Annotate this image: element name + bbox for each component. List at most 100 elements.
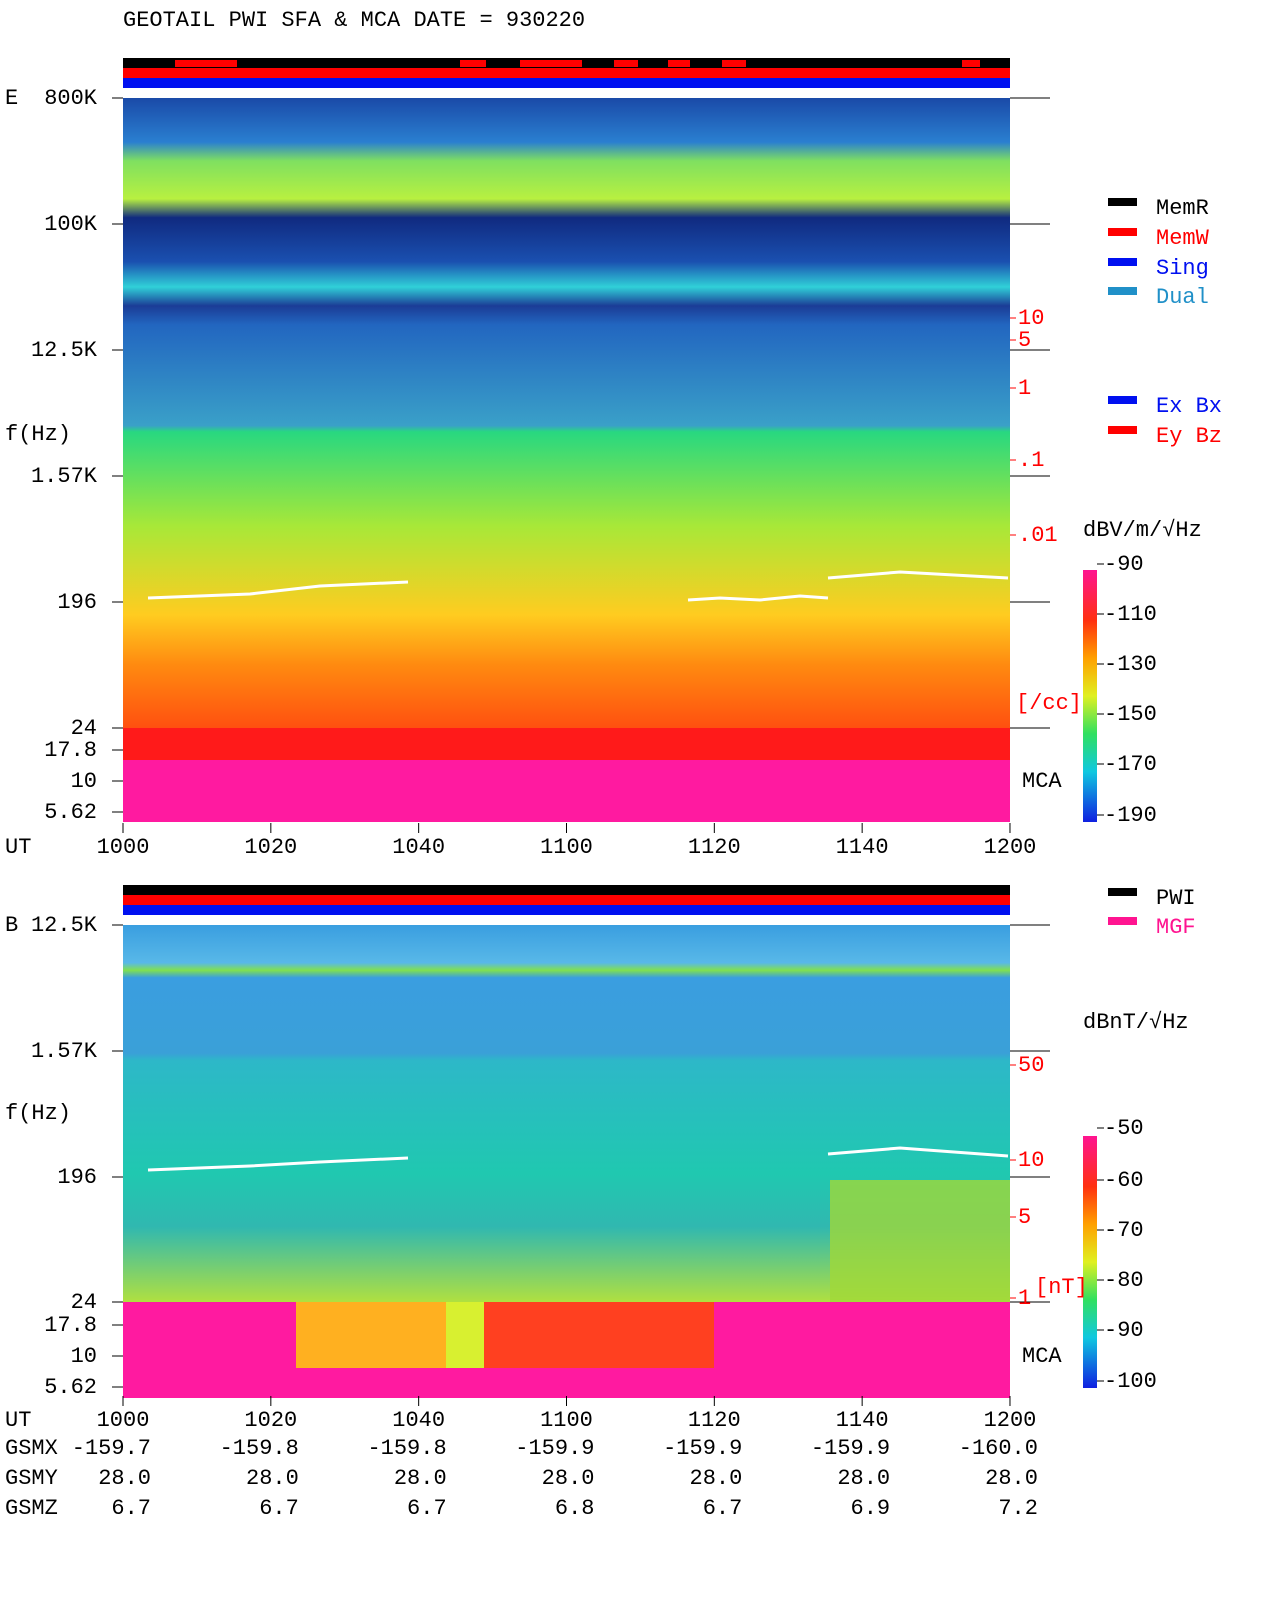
colorbar-tick-label: -190 (1104, 803, 1157, 828)
colorbar-unit: dBnT/√Hz (1083, 1010, 1189, 1035)
orbit-value: -159.8 (367, 1436, 446, 1461)
y-tick-label: 10 (71, 1344, 97, 1369)
y-axis-label: f(Hz) (5, 422, 71, 447)
orbit-value: 6.7 (259, 1496, 299, 1521)
colorbar-tick-label: -100 (1104, 1369, 1157, 1394)
y-tick-label: 5.62 (44, 1375, 97, 1400)
title: GEOTAIL PWI SFA & MCA DATE = 930220 (123, 8, 585, 33)
y-tick-label: 24 (71, 716, 97, 741)
orbit-value: 6.8 (555, 1496, 595, 1521)
legend-label: Ex Bx (1156, 394, 1222, 419)
orbit-label: GSMX (5, 1436, 58, 1461)
y-tick-label: 1.57K (31, 464, 98, 489)
orbit-value: 28.0 (985, 1466, 1038, 1491)
y-tick-label: 24 (71, 1290, 97, 1315)
colorbar (1083, 570, 1097, 822)
y-tick-label: 12.5K (31, 338, 98, 363)
spectrogram-b (123, 925, 1010, 1398)
orbit-value: -159.9 (515, 1436, 594, 1461)
x-tick-label: 1000 (97, 835, 150, 860)
right-tick-label: .1 (1018, 448, 1044, 473)
x-tick-label: 1140 (836, 835, 889, 860)
colorbar-tick-label: -70 (1104, 1218, 1144, 1243)
right-tick-label: 5 (1018, 328, 1031, 353)
orbit-value: -159.9 (663, 1436, 742, 1461)
colorbar-tick-label: -80 (1104, 1268, 1144, 1293)
right-tick-label: 1 (1018, 376, 1031, 401)
y-tick-label: 17.8 (44, 1313, 97, 1338)
orbit-value: 28.0 (394, 1466, 447, 1491)
orbit-value: 6.7 (111, 1496, 151, 1521)
right-unit: [nT] (1035, 1275, 1088, 1300)
colorbar-tick-label: -90 (1104, 1318, 1144, 1343)
x-axis-label: UT (5, 1408, 31, 1433)
panel-label: E (5, 86, 18, 111)
right-tick-label: 10 (1018, 306, 1044, 331)
orbit-value: 28.0 (837, 1466, 890, 1491)
y-tick-label: 1.57K (31, 1039, 98, 1064)
x-tick-label: 1040 (392, 835, 445, 860)
colorbar-tick-label: -90 (1104, 552, 1144, 577)
y-axis-label: f(Hz) (5, 1101, 71, 1126)
y-tick-label: 10 (71, 769, 97, 794)
legend-label: PWI (1156, 886, 1196, 911)
orbit-value: 28.0 (690, 1466, 743, 1491)
legend-label: Sing (1156, 256, 1209, 281)
x-tick-label: 1100 (540, 1408, 593, 1433)
orbit-value: 28.0 (246, 1466, 299, 1491)
orbit-value: -159.8 (220, 1436, 299, 1461)
orbit-value: 28.0 (542, 1466, 595, 1491)
y-tick-label: 17.8 (44, 738, 97, 763)
x-tick-label: 1100 (540, 835, 593, 860)
x-tick-label: 1200 (984, 835, 1037, 860)
colorbar-tick-label: -150 (1104, 702, 1157, 727)
x-tick-label: 1040 (392, 1408, 445, 1433)
orbit-value: -159.7 (72, 1436, 151, 1461)
x-tick-label: 1120 (688, 1408, 741, 1433)
orbit-value: 6.7 (407, 1496, 447, 1521)
orbit-value: -159.9 (811, 1436, 890, 1461)
y-tick-label: 12.5K (31, 913, 98, 938)
orbit-value: 6.7 (703, 1496, 743, 1521)
spectrogram-e (123, 98, 1010, 822)
legend-label: Ey Bz (1156, 424, 1222, 449)
legend-swatches (1108, 198, 1137, 925)
orbit-label: GSMY (5, 1466, 58, 1491)
status-bars (123, 58, 1010, 915)
y-tick-label: 196 (57, 590, 97, 615)
x-tick-label: 1120 (688, 835, 741, 860)
orbit-value: -160.0 (959, 1436, 1038, 1461)
orbit-label: GSMZ (5, 1496, 58, 1521)
right-unit: [/cc] (1016, 691, 1082, 716)
right-tick-label: 50 (1018, 1053, 1044, 1078)
right-tick-label: 1 (1018, 1286, 1031, 1311)
colorbar-tick-label: -110 (1104, 602, 1157, 627)
orbit-value: 7.2 (998, 1496, 1038, 1521)
colorbar-tick-label: -50 (1104, 1116, 1144, 1141)
y-tick-label: 800K (44, 86, 98, 111)
x-tick-label: 1000 (97, 1408, 150, 1433)
colorbar-tick-label: -130 (1104, 652, 1157, 677)
colorbar-unit: dBV/m/√Hz (1083, 518, 1202, 543)
colorbar-tick-label: -170 (1104, 752, 1157, 777)
right-tick-label: .01 (1018, 523, 1058, 548)
orbit-value: 28.0 (98, 1466, 151, 1491)
colorbar (1083, 1136, 1097, 1388)
legend-label: MGF (1156, 915, 1196, 940)
y-tick-label: 5.62 (44, 800, 97, 825)
x-tick-label: 1140 (836, 1408, 889, 1433)
orbit-value: 6.9 (851, 1496, 891, 1521)
mca-label: MCA (1022, 1344, 1062, 1369)
y-tick-label: 196 (57, 1165, 97, 1190)
x-tick-label: 1200 (984, 1408, 1037, 1433)
right-tick-label: 5 (1018, 1205, 1031, 1230)
y-tick-label: 100K (44, 212, 98, 237)
mca-label: MCA (1022, 769, 1062, 794)
panel-label: B (5, 913, 18, 938)
legend-label: MemW (1156, 226, 1210, 251)
right-tick-label: 10 (1018, 1148, 1044, 1173)
x-tick-label: 1020 (244, 835, 297, 860)
colorbar-tick-label: -60 (1104, 1168, 1144, 1193)
